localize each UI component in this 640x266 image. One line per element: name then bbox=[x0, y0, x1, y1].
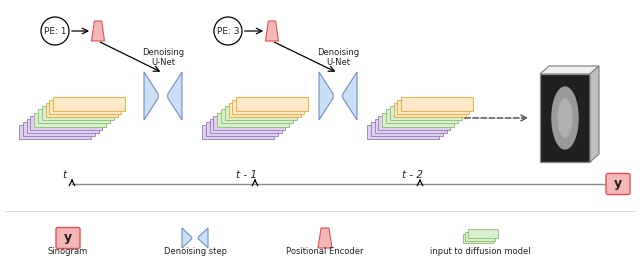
Text: t: t bbox=[62, 170, 66, 180]
FancyBboxPatch shape bbox=[209, 119, 282, 133]
FancyBboxPatch shape bbox=[26, 119, 99, 133]
Polygon shape bbox=[343, 72, 357, 120]
FancyBboxPatch shape bbox=[463, 234, 493, 243]
FancyBboxPatch shape bbox=[53, 97, 125, 111]
FancyBboxPatch shape bbox=[606, 173, 630, 194]
Polygon shape bbox=[318, 228, 332, 248]
FancyBboxPatch shape bbox=[225, 106, 297, 120]
Text: Denoising step: Denoising step bbox=[163, 247, 227, 256]
Text: y: y bbox=[614, 177, 622, 190]
FancyBboxPatch shape bbox=[386, 109, 458, 123]
FancyBboxPatch shape bbox=[397, 100, 469, 114]
Text: Sinogram: Sinogram bbox=[48, 247, 88, 256]
Text: t - 1: t - 1 bbox=[237, 170, 257, 180]
FancyBboxPatch shape bbox=[394, 103, 465, 117]
FancyBboxPatch shape bbox=[19, 125, 91, 139]
FancyBboxPatch shape bbox=[217, 113, 289, 127]
Text: PE: 3: PE: 3 bbox=[217, 27, 239, 35]
FancyBboxPatch shape bbox=[401, 97, 473, 111]
Text: Positional Encoder: Positional Encoder bbox=[286, 247, 364, 256]
Text: input to diffusion model: input to diffusion model bbox=[429, 247, 531, 256]
FancyBboxPatch shape bbox=[213, 116, 285, 130]
FancyBboxPatch shape bbox=[236, 97, 308, 111]
Text: Denoising
U-Net: Denoising U-Net bbox=[142, 48, 184, 67]
FancyBboxPatch shape bbox=[202, 125, 274, 139]
Text: PE: 1: PE: 1 bbox=[44, 27, 67, 35]
Polygon shape bbox=[590, 66, 599, 162]
FancyBboxPatch shape bbox=[371, 122, 443, 136]
FancyBboxPatch shape bbox=[221, 109, 293, 123]
Ellipse shape bbox=[551, 86, 579, 150]
Text: t - 2: t - 2 bbox=[401, 170, 422, 180]
Polygon shape bbox=[144, 72, 158, 120]
FancyBboxPatch shape bbox=[38, 109, 110, 123]
FancyBboxPatch shape bbox=[205, 122, 278, 136]
FancyBboxPatch shape bbox=[49, 100, 122, 114]
FancyBboxPatch shape bbox=[228, 103, 301, 117]
FancyBboxPatch shape bbox=[42, 106, 114, 120]
FancyBboxPatch shape bbox=[390, 106, 461, 120]
Polygon shape bbox=[319, 72, 333, 120]
FancyBboxPatch shape bbox=[378, 116, 451, 130]
Polygon shape bbox=[182, 228, 192, 248]
FancyBboxPatch shape bbox=[56, 227, 80, 248]
FancyBboxPatch shape bbox=[540, 74, 590, 162]
FancyBboxPatch shape bbox=[45, 103, 118, 117]
Polygon shape bbox=[198, 228, 208, 248]
Polygon shape bbox=[266, 21, 278, 41]
Ellipse shape bbox=[557, 98, 573, 138]
FancyBboxPatch shape bbox=[30, 116, 102, 130]
Circle shape bbox=[214, 17, 242, 45]
Text: y: y bbox=[64, 231, 72, 244]
FancyBboxPatch shape bbox=[232, 100, 304, 114]
FancyBboxPatch shape bbox=[22, 122, 95, 136]
Polygon shape bbox=[92, 21, 104, 41]
FancyBboxPatch shape bbox=[465, 231, 495, 240]
FancyBboxPatch shape bbox=[382, 113, 454, 127]
FancyBboxPatch shape bbox=[367, 125, 439, 139]
FancyBboxPatch shape bbox=[34, 113, 106, 127]
Circle shape bbox=[41, 17, 69, 45]
Text: Denoising
U-Net: Denoising U-Net bbox=[317, 48, 359, 67]
FancyBboxPatch shape bbox=[467, 229, 497, 238]
Polygon shape bbox=[540, 66, 599, 74]
Polygon shape bbox=[168, 72, 182, 120]
FancyBboxPatch shape bbox=[374, 119, 447, 133]
